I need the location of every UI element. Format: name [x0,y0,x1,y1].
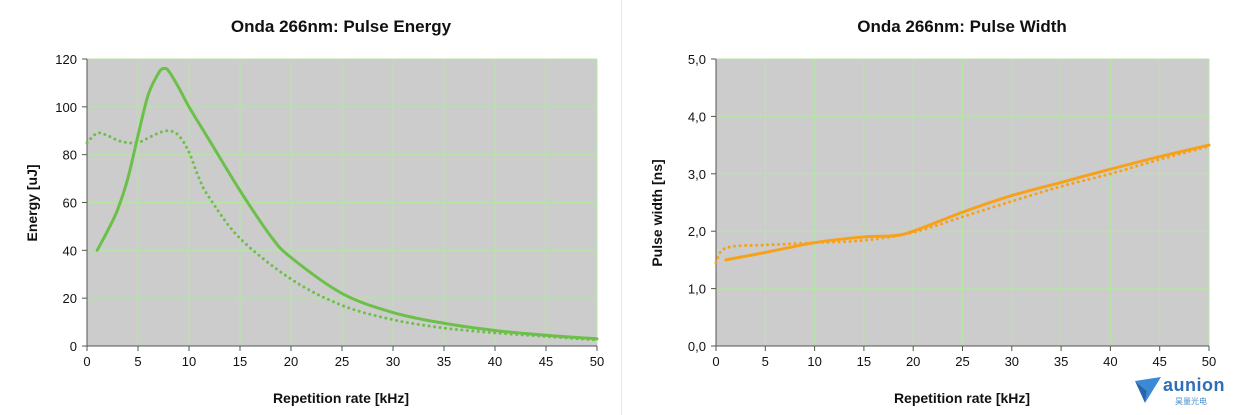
x-tick-label: 50 [1202,354,1216,369]
logo-text: aunion [1163,375,1225,395]
y-tick-label: 80 [63,148,77,163]
x-tick-label: 35 [437,354,451,369]
plot-area: 0 5 10 15 20 25 30 35 40 45 50 0,0 1,0 2,0 3,0 4,0 5,0 [688,52,1216,369]
x-tick-label: 45 [539,354,553,369]
x-tick-label: 10 [182,354,196,369]
x-tick-label: 40 [1103,354,1117,369]
y-tick-label: 100 [55,100,77,115]
series-line-solid [95,66,599,341]
x-tick-label: 10 [807,354,821,369]
x-tick-label: 25 [335,354,349,369]
logo-subtitle: 昊量光电 [1175,397,1207,406]
x-tick-label: 40 [488,354,502,369]
x-axis-title: Repetition rate [kHz] [273,390,409,406]
panel-divider [621,0,622,415]
series-line-dotted [714,144,1211,265]
y-tick-label: 40 [63,243,77,258]
y-axis-title: Pulse width [ns] [649,159,665,266]
pulse-width-chart: Onda 266nm: Pulse Width Repetition rate … [649,17,1216,406]
y-tick-label: 3,0 [688,167,706,182]
x-tick-label: 5 [762,354,769,369]
y-tick-label: 2,0 [688,224,706,239]
chart-title: Onda 266nm: Pulse Width [857,17,1067,36]
x-tick-label: 30 [1005,354,1019,369]
y-tick-label: 0 [70,339,77,354]
x-tick-label: 25 [955,354,969,369]
x-axis-title: Repetition rate [kHz] [894,390,1030,406]
series-line-dotted [85,129,599,342]
y-tick-label: 4,0 [688,109,706,124]
x-tick-label: 20 [284,354,298,369]
aunion-logo: aunion 昊量光电 [1133,375,1233,407]
y-tick-label: 60 [63,196,77,211]
x-tick-label: 15 [857,354,871,369]
x-tick-label: 30 [386,354,400,369]
y-axis-title: Energy [uJ] [24,164,40,241]
pulse-energy-chart: Onda 266nm: Pulse Energy Repetition rate… [24,17,604,406]
x-tick-label: 45 [1152,354,1166,369]
chart-panel-pulse-width: Onda 266nm: Pulse Width Repetition rate … [622,0,1242,415]
arrow-icon [1135,377,1161,403]
x-tick-label: 0 [712,354,719,369]
x-tick-label: 15 [233,354,247,369]
plot-area: 0 5 10 15 20 25 30 35 40 45 50 0 20 40 60 80 100 120 [55,52,604,369]
x-tick-label: 35 [1054,354,1068,369]
y-tick-label: 20 [63,291,77,306]
x-tick-label: 20 [906,354,920,369]
x-tick-label: 0 [83,354,90,369]
x-tick-label: 5 [134,354,141,369]
x-tick-label: 50 [590,354,604,369]
chart-panel-pulse-energy: Onda 266nm: Pulse Energy Repetition rate… [0,0,620,415]
y-tick-label: 120 [55,52,77,67]
y-tick-label: 0,0 [688,339,706,354]
y-tick-label: 5,0 [688,52,706,67]
y-tick-label: 1,0 [688,282,706,297]
chart-title: Onda 266nm: Pulse Energy [231,17,452,36]
